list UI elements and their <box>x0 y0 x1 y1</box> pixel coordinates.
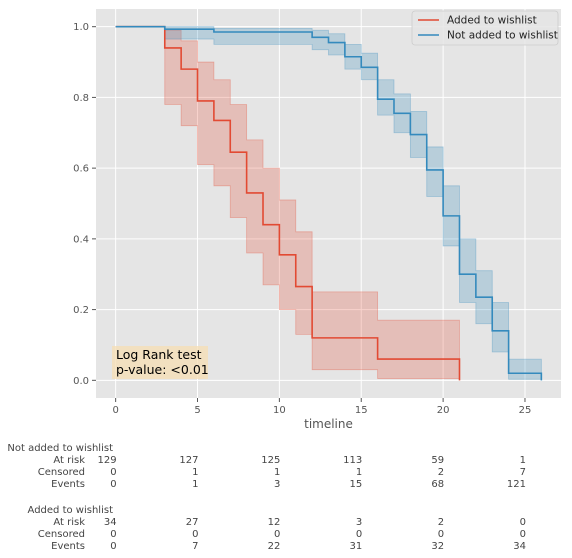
table-cell: 0 <box>520 517 526 528</box>
plot-area <box>96 9 561 398</box>
table-row-label: Censored <box>38 529 85 540</box>
table-cell: 0 <box>110 467 116 478</box>
table-row-label: At risk <box>53 455 85 466</box>
table-cell: 15 <box>350 479 363 490</box>
y-tick-label: 0.8 <box>73 93 89 104</box>
table-cell: 7 <box>192 541 198 552</box>
legend: Added to wishlist Not added to wishlist <box>411 10 559 46</box>
table-cell: 129 <box>98 455 117 466</box>
x-tick-label: 5 <box>194 405 200 416</box>
table-cell: 3 <box>274 479 280 490</box>
x-tick-label: 15 <box>355 405 368 416</box>
table-row-label: Events <box>51 479 85 490</box>
table-cell: 34 <box>513 541 526 552</box>
survival-line-1 <box>115 25 543 381</box>
annotation-line-0: Log Rank test <box>116 347 202 362</box>
axis-ticks: 0 5 10 15 20 25 0.0 0.2 0.4 0.6 0.8 1.0 <box>73 22 531 416</box>
x-tick-label: 10 <box>273 405 286 416</box>
table-cell: 3 <box>356 517 362 528</box>
table-cell: 0 <box>110 541 116 552</box>
table-cell: 12 <box>268 517 281 528</box>
table-row-label: At risk <box>53 517 85 528</box>
ci-band-0 <box>115 26 460 381</box>
table-group-label: Not added to wishlist <box>7 443 113 454</box>
table-cell: 22 <box>268 541 281 552</box>
y-tick-label: 0.2 <box>73 305 89 316</box>
table-cell: 0 <box>356 529 362 540</box>
y-tick-label: 1.0 <box>73 22 89 33</box>
table-cell: 1 <box>192 479 198 490</box>
legend-box <box>411 10 559 46</box>
table-cell: 2 <box>438 517 444 528</box>
table-cell: 1 <box>274 467 280 478</box>
table-cell: 32 <box>431 541 444 552</box>
table-cell: 0 <box>110 529 116 540</box>
x-tick-label: 0 <box>112 405 118 416</box>
survival-line-0 <box>115 25 461 381</box>
table-group-label: Added to wishlist <box>28 505 114 516</box>
y-tick-label: 0.0 <box>73 376 89 387</box>
table-cell: 68 <box>431 479 444 490</box>
legend-label: Not added to wishlist <box>447 30 558 42</box>
x-axis-label: timeline <box>304 417 353 431</box>
table-cell: 0 <box>274 529 280 540</box>
table-row-label: Events <box>51 541 85 552</box>
x-tick-label: 20 <box>437 405 450 416</box>
table-cell: 2 <box>438 467 444 478</box>
y-tick-label: 0.6 <box>73 164 89 175</box>
table-cell: 113 <box>343 455 362 466</box>
table-cell: 125 <box>261 455 280 466</box>
table-cell: 127 <box>179 455 198 466</box>
y-tick-label: 0.4 <box>73 234 89 245</box>
table-cell: 34 <box>104 517 117 528</box>
table-cell: 1 <box>192 467 198 478</box>
annotation-line-1: p-value: <0.01 <box>116 362 209 377</box>
grid-lines <box>96 9 561 398</box>
table-cell: 59 <box>431 455 444 466</box>
table-cell: 0 <box>110 479 116 490</box>
legend-label: Added to wishlist <box>447 15 537 27</box>
table-cell: 0 <box>520 529 526 540</box>
table-cell: 0 <box>192 529 198 540</box>
confidence-bands <box>115 26 542 381</box>
survival-curves <box>115 25 543 381</box>
table-cell: 1 <box>356 467 362 478</box>
table-cell: 27 <box>186 517 199 528</box>
table-cell: 1 <box>520 455 526 466</box>
table-cell: 121 <box>507 479 526 490</box>
table-cell: 7 <box>520 467 526 478</box>
annotation-box <box>112 346 208 379</box>
x-tick-label: 25 <box>519 405 532 416</box>
table-cell: 0 <box>438 529 444 540</box>
table-row-label: Censored <box>38 467 85 478</box>
table-cell: 31 <box>350 541 363 552</box>
